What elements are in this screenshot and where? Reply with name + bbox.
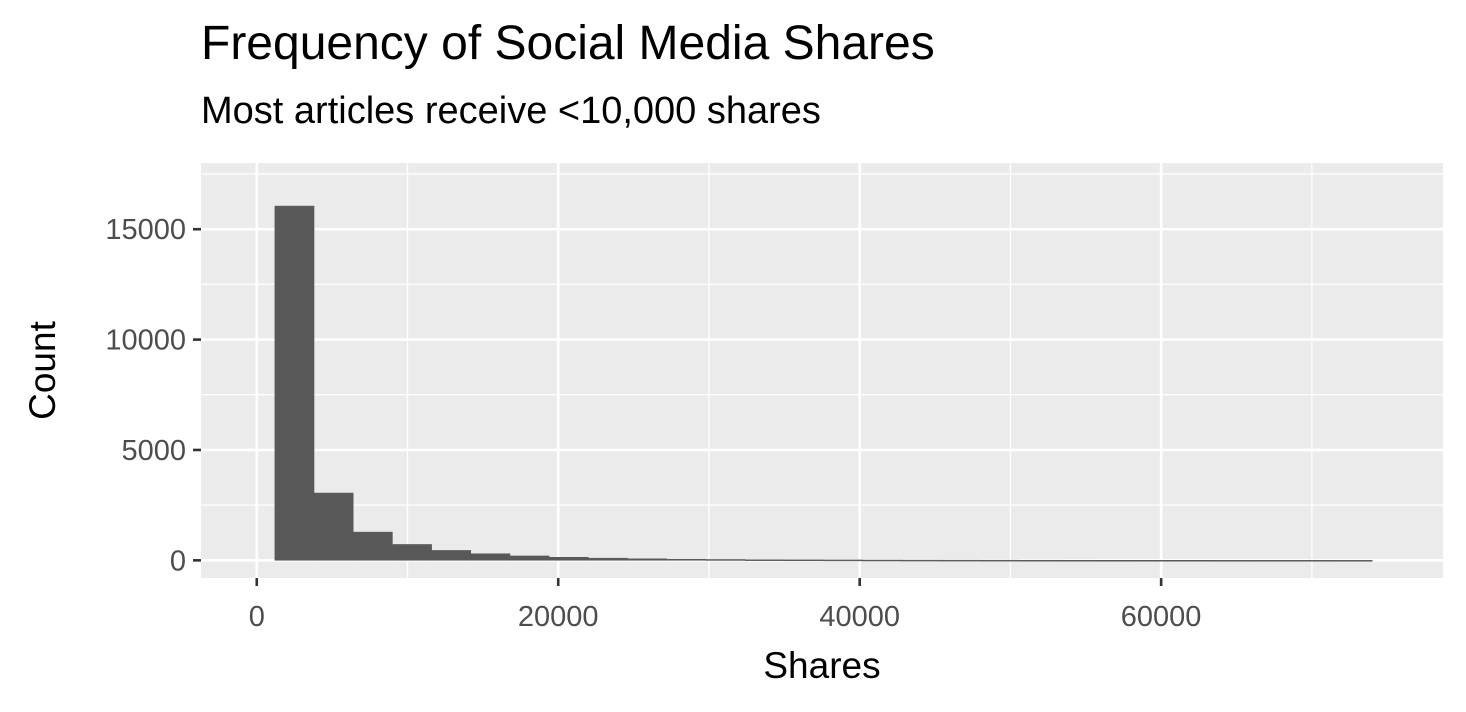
histogram-bar [1215,560,1255,562]
histogram-bar [823,559,863,562]
histogram-bar [784,559,824,562]
histogram-bar [1175,560,1216,562]
histogram-bar [392,544,432,561]
histogram-bar [431,550,472,561]
y-tick-label: 15000 [105,214,186,246]
x-axis: 0 20000 40000 60000 [249,578,1202,633]
minor-gridlines [201,163,1443,578]
histogram-bar [274,205,315,561]
histogram-bar [666,558,707,561]
histogram-bar [862,559,903,562]
y-axis: 0 5000 10000 15000 [105,214,201,577]
histogram-bar [744,559,785,561]
x-tick-label: 60000 [1121,601,1202,633]
y-tick-label: 10000 [105,325,186,357]
histogram-bar [548,557,589,561]
histogram-bar [1293,560,1334,562]
histogram-bar [588,557,628,561]
plot-panel [201,163,1443,578]
histogram-bar [1332,560,1373,562]
x-tick-label: 40000 [819,601,900,633]
histogram-bar [940,559,981,562]
histogram-bar [901,559,942,562]
histogram-bar [313,492,354,561]
histogram-bar [627,558,667,561]
y-tick-label: 5000 [121,435,186,467]
histogram-bar [1097,560,1138,562]
x-tick-label: 20000 [518,601,599,633]
chart-subtitle: Most articles receive <10,000 shares [201,90,821,132]
histogram-bar [1136,560,1177,562]
histogram-bar [980,559,1020,562]
histogram-bar [509,555,550,561]
histogram-bar [352,531,393,561]
x-axis-title: Shares [763,645,880,686]
histogram-bar [1058,559,1099,562]
y-tick-label: 0 [170,545,186,577]
histogram-bar [470,553,511,561]
histogram-bar [1019,559,1059,562]
histogram-bar [705,559,746,561]
x-tick-label: 0 [249,601,265,633]
histogram-bar [1254,560,1295,562]
y-axis-title: Count [22,320,63,419]
histogram-bars [274,205,1373,562]
chart-title: Frequency of Social Media Shares [201,17,935,70]
